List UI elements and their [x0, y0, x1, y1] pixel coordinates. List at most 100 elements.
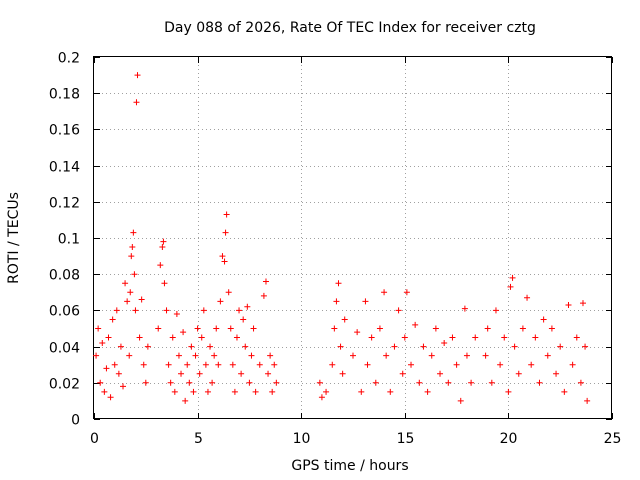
- data-point: [358, 388, 365, 395]
- data-point: [231, 388, 238, 395]
- y-tick-label: 0.18: [49, 87, 80, 103]
- data-point: [383, 352, 390, 359]
- y-axis-label: ROTI / TECUs: [6, 192, 22, 284]
- data-point: [323, 388, 330, 395]
- data-point: [484, 325, 491, 332]
- data-point: [133, 99, 140, 106]
- data-point: [335, 280, 342, 287]
- data-point: [453, 361, 460, 368]
- data-point: [169, 334, 176, 341]
- data-point: [339, 370, 346, 377]
- data-point: [528, 361, 535, 368]
- data-point: [565, 301, 572, 308]
- data-point: [97, 379, 104, 386]
- data-point: [416, 379, 423, 386]
- x-tick-label: 0: [90, 431, 99, 447]
- data-point: [130, 229, 137, 236]
- data-point: [132, 307, 139, 314]
- data-point: [337, 343, 344, 350]
- axis-ticks: [94, 57, 613, 420]
- data-point: [252, 388, 259, 395]
- y-tick-label: 0.02: [49, 377, 80, 393]
- data-point: [159, 244, 166, 251]
- data-point: [472, 334, 479, 341]
- data-point: [192, 352, 199, 359]
- data-point: [105, 334, 112, 341]
- data-point: [238, 370, 245, 377]
- data-point: [395, 307, 402, 314]
- data-point: [219, 253, 226, 260]
- data-point: [124, 298, 131, 305]
- y-tick-label: 0.04: [49, 341, 80, 357]
- data-point: [138, 296, 145, 303]
- data-point: [155, 325, 162, 332]
- data-point: [331, 325, 338, 332]
- data-point: [223, 211, 230, 218]
- x-tick-label: 5: [194, 431, 203, 447]
- data-point: [115, 370, 122, 377]
- data-point: [250, 325, 257, 332]
- data-point: [329, 361, 336, 368]
- data-point: [437, 370, 444, 377]
- y-tick-label: 0: [71, 413, 80, 429]
- data-point: [182, 397, 189, 404]
- data-point: [165, 361, 172, 368]
- data-point: [120, 383, 127, 390]
- data-point: [579, 300, 586, 307]
- data-point: [215, 361, 222, 368]
- data-point: [341, 316, 348, 323]
- data-point: [175, 352, 182, 359]
- data-point: [171, 388, 178, 395]
- data-point: [271, 361, 278, 368]
- data-point: [113, 307, 120, 314]
- x-axis-label: GPS time / hours: [291, 458, 408, 474]
- data-point: [573, 334, 580, 341]
- data-point: [129, 244, 136, 251]
- data-point: [173, 311, 180, 318]
- data-point: [227, 325, 234, 332]
- data-point: [213, 325, 220, 332]
- data-point: [160, 238, 167, 245]
- data-point: [497, 361, 504, 368]
- data-point: [488, 379, 495, 386]
- data-point: [403, 289, 410, 296]
- data-point: [463, 352, 470, 359]
- y-tick-label: 0.2: [58, 51, 80, 67]
- data-point: [509, 274, 516, 281]
- data-point: [368, 334, 375, 341]
- data-point: [233, 334, 240, 341]
- y-tick-labels: 0 0.02 0.04 0.06 0.08 0.1 0.12 0.14 0.16 0.18 0.2: [49, 51, 80, 429]
- data-point: [142, 379, 149, 386]
- data-point: [229, 361, 236, 368]
- data-point: [127, 289, 134, 296]
- data-point: [209, 379, 216, 386]
- y-tick-label: 0.1: [58, 232, 80, 248]
- data-point: [221, 258, 228, 265]
- y-tick-label: 0.06: [49, 304, 80, 320]
- y-tick-label: 0.12: [49, 196, 80, 212]
- x-tick-label: 25: [604, 431, 622, 447]
- data-point: [256, 361, 263, 368]
- data-point: [544, 352, 551, 359]
- data-point: [211, 352, 218, 359]
- data-point: [207, 343, 214, 350]
- data-point: [401, 334, 408, 341]
- data-point: [99, 339, 106, 346]
- data-point: [557, 343, 564, 350]
- data-point: [412, 321, 419, 328]
- data-point: [217, 298, 224, 305]
- data-point: [194, 325, 201, 332]
- data-point: [399, 370, 406, 377]
- data-point: [561, 388, 568, 395]
- data-point: [107, 394, 114, 401]
- data-point: [318, 394, 325, 401]
- data-point: [134, 72, 141, 79]
- data-point: [457, 397, 464, 404]
- x-tick-labels: 0 5 10 15 20 25: [90, 431, 621, 447]
- data-point: [242, 343, 249, 350]
- data-point: [178, 370, 185, 377]
- data-point: [376, 325, 383, 332]
- data-point: [186, 379, 193, 386]
- data-point: [200, 307, 207, 314]
- data-point: [111, 361, 118, 368]
